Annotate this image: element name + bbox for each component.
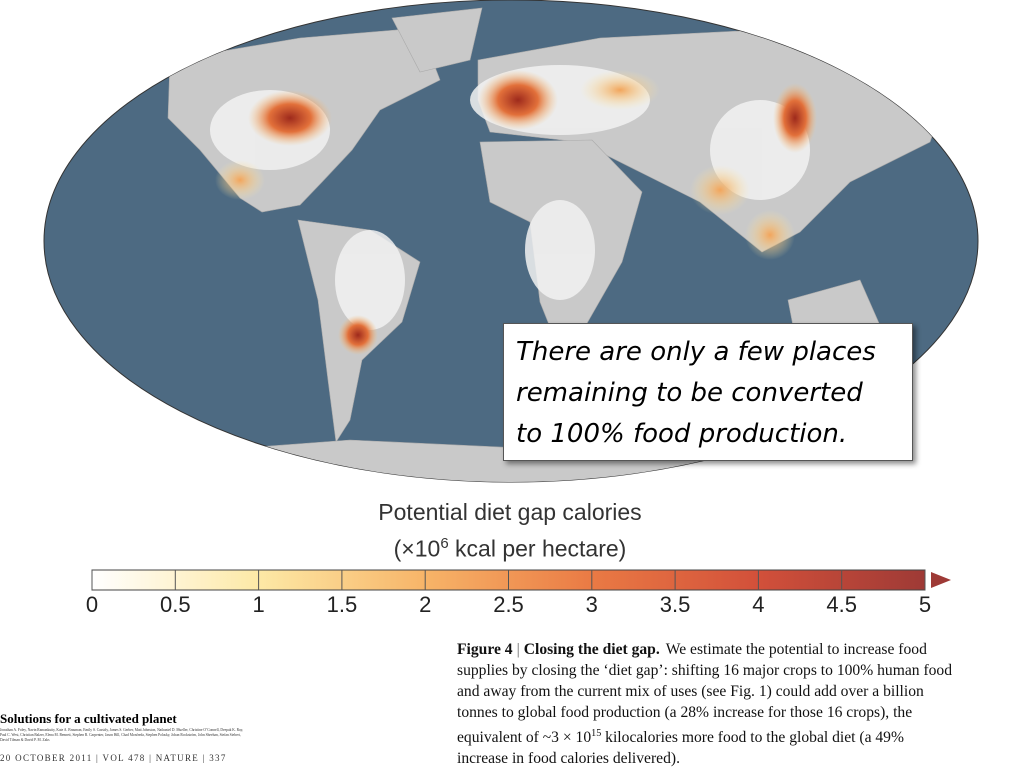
caption-text: and away from the current mix of uses (s… <box>457 683 924 700</box>
caption-line: increase in food calories delivered). <box>457 748 1024 769</box>
caption-line: tonnes to global food production (a 28% … <box>457 702 1024 723</box>
caption-text: kilocalories more food to the global die… <box>601 729 904 747</box>
colorbar-tick-label: 1.5 <box>327 592 358 617</box>
caption: Figure 4 | Closing the diet gap. We estimat… <box>457 639 1024 769</box>
colorbar: 0 0.5 1 1.5 2 2.5 3 3.5 4 4.5 5 <box>86 569 951 617</box>
callout: There are only a few places remaining to … <box>503 323 913 461</box>
legend-title-text: Potential diet gap calories <box>378 499 642 525</box>
caption-text: tonnes to global food production (a 28% … <box>457 704 913 721</box>
caption-line: equivalent of ~3 × 1015 kilocalories mor… <box>457 723 1024 748</box>
caption-sep: | <box>516 641 520 658</box>
caption-line: supplies by closing the ‘diet gap’: shif… <box>457 660 1024 681</box>
unit-text: kcal per hectare) <box>448 535 627 562</box>
article-authors: Jonathan A. Foley, Navin Ramankutty, Kat… <box>0 728 244 742</box>
callout-line: remaining to be converted <box>516 378 863 408</box>
colorbar-tick-label: 4.5 <box>826 592 857 617</box>
colorbar-tick-label: 1 <box>252 592 264 617</box>
colorbar-tick-label: 3.5 <box>660 592 691 617</box>
colorbar-tick-label: 5 <box>919 592 931 617</box>
colorbar-tick-label: 3 <box>586 592 598 617</box>
greenland <box>391 7 483 73</box>
article-title: Solutions for a cultivated planet <box>0 711 177 726</box>
caption-heading: Closing the diet gap. <box>523 641 660 658</box>
unit-sup: 6 <box>440 535 449 552</box>
unit-text: (×10 <box>393 535 441 562</box>
colorbar-tick-label: 2 <box>419 592 431 617</box>
colorbar-arrow <box>931 572 951 588</box>
legend-unit: (×106 kcal per hectare) <box>300 528 720 565</box>
caption-text: equivalent of ~3 × 10 <box>457 729 592 747</box>
callout-line: There are only a few places <box>516 337 876 367</box>
caption-line: and away from the current mix of uses (s… <box>457 681 1024 702</box>
caption-text: supplies by closing the ‘diet gap’: shif… <box>457 662 953 679</box>
callout-line: to 100% food production. <box>516 419 848 449</box>
caption-label: Figure 4 <box>457 641 513 658</box>
colorbar-tick-label: 0 <box>86 592 98 617</box>
caption-sup: 15 <box>591 728 602 739</box>
colorbar-tick-label: 0.5 <box>160 592 191 617</box>
caption-text: We estimate the potential to increase fo… <box>665 641 927 658</box>
article-footer: 20 OCTOBER 2011 | VOL 478 | NATURE | 337 <box>0 753 227 763</box>
legend-title: Potential diet gap calories (×106 kcal p… <box>300 497 720 565</box>
caption-line: Figure 4 | Closing the diet gap. We estimat… <box>457 639 1024 660</box>
colorbar-tick-label: 4 <box>752 592 764 617</box>
colorbar-tick-label: 2.5 <box>493 592 524 617</box>
caption-text: increase in food calories delivered). <box>457 750 680 768</box>
